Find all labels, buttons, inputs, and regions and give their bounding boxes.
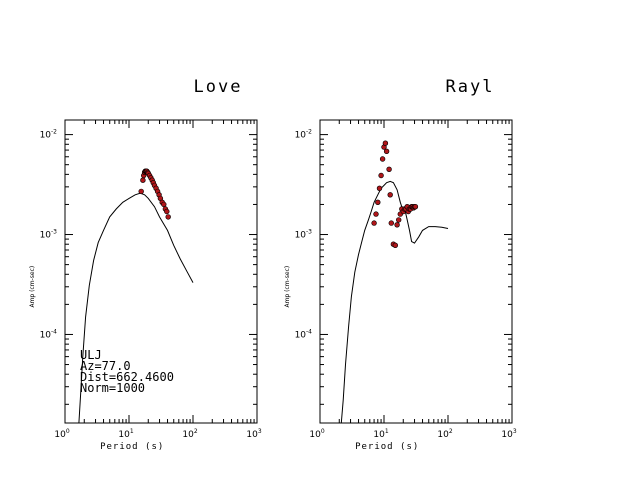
x-tick-label: 103: [246, 428, 261, 440]
chart-title-love: Love: [194, 77, 243, 97]
data-point: [379, 156, 386, 162]
data-point: [165, 214, 171, 220]
data-point: [382, 140, 389, 146]
y-axis-label: Amp (cm-sec): [284, 266, 291, 308]
x-tick-label: 101: [118, 428, 133, 440]
chart-title-rayl: Rayl: [446, 77, 495, 97]
y-tick-label: 10-2: [40, 129, 58, 141]
model-curve: [340, 180, 449, 424]
model-curve: [78, 192, 194, 424]
data-point: [140, 177, 146, 183]
data-point: [387, 192, 393, 198]
x-axis-label: Period (s): [355, 442, 419, 452]
data-point: [386, 166, 392, 173]
station-info-line: ULJ: [80, 348, 102, 362]
y-tick-label: 10-2: [295, 129, 313, 141]
data-point: [138, 188, 144, 195]
station-info-line: Az=77.0: [80, 359, 131, 373]
x-tick-label: 100: [309, 428, 324, 440]
station-info-line: Dist=662.4600: [80, 370, 174, 384]
data-point: [376, 185, 383, 192]
data-point: [388, 220, 394, 226]
data-point: [394, 222, 400, 228]
data-point: [164, 208, 170, 215]
y-tick-label: 10-3: [295, 229, 313, 241]
data-point: [161, 201, 167, 208]
y-tick-label: 10-4: [40, 328, 58, 340]
data-point: [383, 148, 390, 155]
data-point: [375, 199, 381, 206]
x-axis-label: Period (s): [100, 442, 164, 452]
data-point: [412, 204, 419, 210]
x-tick-label: 103: [501, 428, 516, 440]
x-tick-label: 102: [437, 428, 452, 440]
x-tick-label: 101: [373, 428, 388, 440]
love-panel: Love 100 101 102 103 10-2 10-3 10-4 Period (s) Am…: [29, 77, 262, 452]
data-point: [396, 217, 402, 223]
plot-frame: [64, 119, 258, 424]
station-info-line: Norm=1000: [80, 381, 145, 395]
x-tick-label: 100: [54, 428, 69, 440]
data-point: [373, 211, 379, 217]
y-tick-label: 10-4: [295, 328, 313, 340]
rayl-panel: Rayl 100 101 102 103 10-2 10-3 10-4 Period (s) Am…: [284, 77, 517, 452]
plot-frame: [319, 119, 513, 424]
x-tick-label: 102: [182, 428, 197, 440]
y-tick-label: 10-3: [40, 229, 58, 241]
data-point: [371, 220, 377, 226]
data-point: [378, 172, 384, 179]
y-axis-label: Amp (cm-sec): [29, 266, 36, 308]
data-point: [392, 242, 398, 249]
